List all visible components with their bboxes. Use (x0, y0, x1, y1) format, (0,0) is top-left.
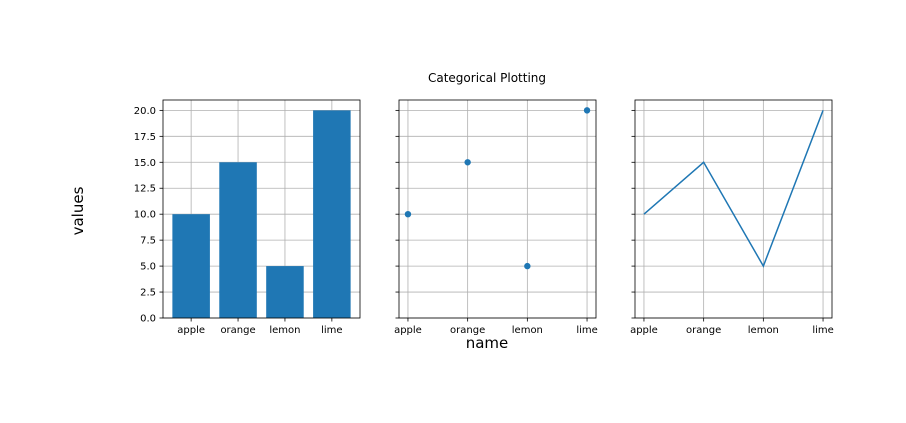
scatter-chart-panel: apple orange lemon lime (394, 99, 598, 336)
y-tick-label: 7.5 (140, 236, 156, 247)
figure-title: Categorical Plotting (428, 71, 546, 85)
line-chart-panel: apple orange lemon lime (630, 99, 834, 336)
y-axis-label: values (69, 186, 87, 235)
bar-orange (219, 162, 257, 318)
y-tick-label: 0.0 (140, 314, 156, 325)
y-tick-label: 2.5 (140, 288, 156, 299)
y-tick-label: 5.0 (140, 262, 156, 273)
y-tick-label: 10.0 (134, 210, 156, 221)
x-tick-label-apple: apple (630, 325, 658, 336)
x-tick-label-orange: orange (220, 325, 255, 336)
y-tick-label: 15.0 (134, 158, 156, 169)
x-tick-label-apple: apple (394, 325, 422, 336)
point-apple (404, 210, 412, 218)
x-tick-label-lime: lime (321, 325, 342, 336)
x-tick-label-orange: orange (450, 325, 485, 336)
x-tick-label-lemon: lemon (269, 325, 300, 336)
x-axis-label: name (466, 334, 509, 352)
x-tick-label-lime: lime (812, 325, 833, 336)
bar-lemon (266, 266, 304, 318)
bar-lime (313, 110, 351, 318)
x-tick-label-lime: lime (576, 325, 597, 336)
x-tick-label-orange: orange (686, 325, 721, 336)
axes-frame (162, 99, 361, 319)
y-tick-label: 12.5 (134, 184, 156, 195)
point-lime (583, 107, 591, 114)
x-tick-label-apple: apple (177, 325, 205, 336)
point-lemon (524, 262, 531, 270)
axes-frame (398, 99, 597, 319)
series-line (643, 110, 824, 268)
x-tick-label-lemon: lemon (748, 325, 779, 336)
bar-apple (172, 214, 210, 318)
x-tick-label-lemon: lemon (512, 325, 543, 336)
y-tick-label: 20.0 (134, 106, 156, 117)
point-orange (464, 159, 471, 166)
bar-chart-panel: 0.0 2.5 5.0 7.5 10.0 12.5 15.0 17.5 20.0 apple ora… (134, 99, 361, 336)
axes-frame (634, 99, 833, 319)
y-tick-label: 17.5 (134, 132, 156, 143)
